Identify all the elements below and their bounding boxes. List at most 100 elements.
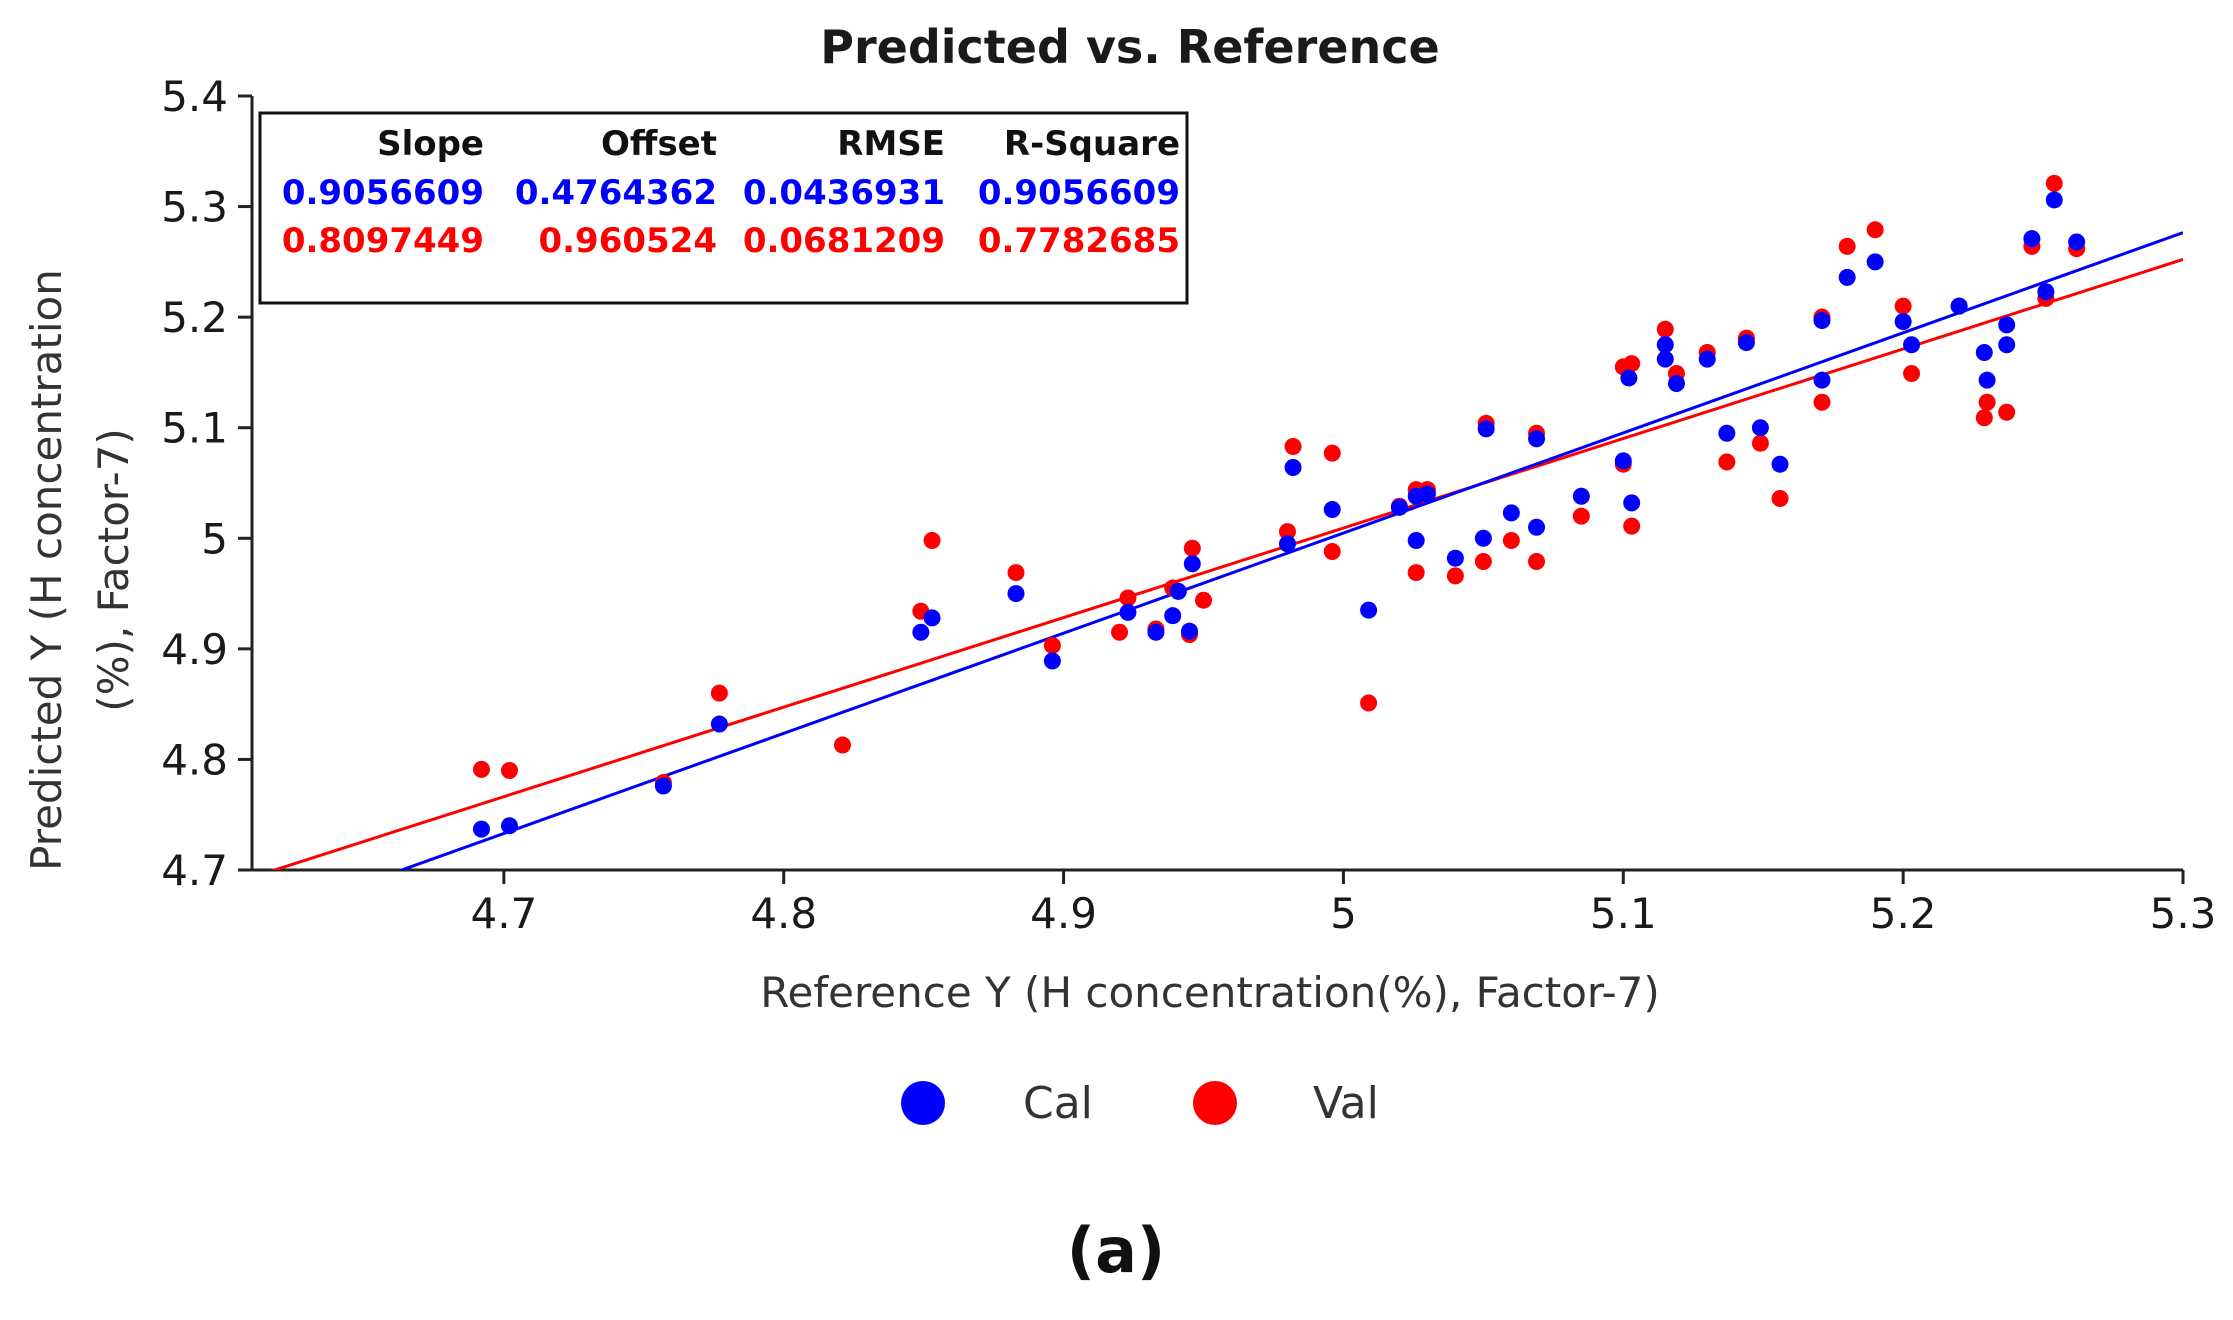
stats-header: R-Square (1004, 124, 1180, 164)
data-point-cal (1866, 253, 1884, 271)
data-point-val (1474, 553, 1492, 571)
data-point-val (833, 736, 851, 754)
data-point-cal (1323, 501, 1341, 519)
data-point-cal (654, 777, 672, 795)
data-point-cal (472, 820, 490, 838)
data-point-cal (1771, 455, 1789, 473)
data-point-cal (1656, 336, 1674, 354)
x-tick-label: 5 (1330, 889, 1357, 938)
data-point-val (1360, 694, 1378, 712)
data-point-val (1978, 393, 1996, 411)
data-point-cal (2037, 283, 2055, 301)
data-point-val (1718, 453, 1736, 471)
data-point-cal (1181, 622, 1199, 640)
data-point-cal (1528, 518, 1546, 536)
x-tick-label: 5.3 (2150, 889, 2217, 938)
data-point-val (1007, 564, 1025, 582)
y-axis-label-line-2: (%), Factor-7) (89, 428, 138, 712)
data-point-val (1195, 591, 1213, 609)
y-tick-label: 5.1 (161, 404, 228, 453)
data-point-val (1623, 355, 1641, 373)
data-point-val (472, 760, 490, 778)
data-point-cal (1007, 585, 1025, 603)
data-point-val (1998, 403, 2016, 421)
data-point-cal (1418, 485, 1436, 503)
data-point-cal (1474, 529, 1492, 547)
data-point-val (1894, 297, 1912, 315)
y-tick-label: 5.3 (161, 183, 228, 232)
data-point-cal (1838, 268, 1856, 286)
stats-table-box (258, 111, 1189, 305)
stats-value-cal: 0.0436931 (743, 173, 945, 213)
y-axis-label-line-1: Predicted Y (H concentration (22, 269, 71, 871)
data-point-cal (1813, 371, 1831, 389)
data-point-cal (1572, 487, 1590, 505)
data-point-val (1446, 567, 1464, 585)
y-tick-label: 5.2 (161, 293, 228, 342)
data-point-cal (1667, 374, 1685, 392)
data-point-val (1284, 438, 1302, 456)
data-point-cal (1894, 313, 1912, 331)
data-point-cal (912, 623, 930, 641)
data-point-cal (1998, 336, 2016, 354)
legend-label-cal: Cal (1023, 1078, 1093, 1129)
data-point-val (1656, 320, 1674, 338)
data-point-cal (1446, 549, 1464, 567)
data-point-val (1528, 553, 1546, 571)
data-point-val (1278, 523, 1296, 541)
data-point-cal (1998, 316, 2016, 334)
plot-area: 4.7 4.8 4.9 5 5.1 5.2 5.3 5.4 4.7 4.8 4.9 5 5.1 5.2 5.… (161, 72, 2216, 938)
legend-marker-val (1193, 1081, 1237, 1125)
data-point-cal (1278, 535, 1296, 553)
data-point-val (1323, 444, 1341, 462)
data-point-val (1323, 543, 1341, 561)
legend: Cal Val (901, 1078, 1379, 1129)
x-tick-label: 4.8 (750, 889, 817, 938)
y-tick-label: 5.4 (161, 72, 228, 121)
y-tick-label: 4.8 (161, 735, 228, 784)
data-point-cal (1620, 369, 1638, 387)
data-point-cal (1477, 420, 1495, 438)
stats-value-cal: 0.4764362 (515, 173, 717, 213)
data-point-cal (1903, 336, 1921, 354)
stats-value-val: 0.8097449 (282, 221, 484, 261)
data-point-val (1771, 489, 1789, 507)
data-point-cal (1164, 607, 1182, 625)
data-point-cal (1043, 652, 1061, 670)
data-point-cal (1813, 311, 1831, 329)
data-point-cal (2023, 230, 2041, 248)
legend-label-val: Val (1313, 1078, 1379, 1129)
data-point-val (1975, 409, 1993, 427)
data-point-cal (1978, 371, 1996, 389)
stats-header: Slope (377, 124, 484, 164)
data-point-cal (1614, 452, 1632, 470)
data-point-val (1838, 237, 1856, 255)
data-point-cal (1390, 498, 1408, 516)
data-point-cal (1623, 494, 1641, 512)
data-point-val (1813, 393, 1831, 411)
data-point-cal (710, 715, 728, 733)
chart-title: Predicted vs. Reference (820, 20, 1439, 74)
x-tick-label: 4.9 (1030, 889, 1097, 938)
x-tick-label: 5.2 (1870, 889, 1937, 938)
data-point-val (1502, 531, 1520, 549)
data-point-val (2045, 174, 2063, 192)
data-point-val (710, 684, 728, 702)
x-axis-label: Reference Y (H concentration(%), Factor-… (760, 968, 1660, 1017)
data-point-val (923, 531, 941, 549)
figure-caption: (a) (1067, 1214, 1166, 1287)
data-point-cal (1698, 350, 1716, 368)
data-point-cal (1975, 344, 1993, 362)
data-point-cal (2045, 191, 2063, 209)
data-point-cal (1407, 531, 1425, 549)
data-point-cal (1183, 555, 1201, 573)
data-point-cal (1119, 603, 1137, 621)
stats-value-val: 0.7782685 (978, 221, 1180, 261)
data-point-cal (2068, 233, 2086, 251)
data-point-cal (1502, 504, 1520, 522)
data-point-cal (1528, 430, 1546, 448)
stats-value-val: 0.960524 (538, 221, 717, 261)
data-point-cal (1147, 623, 1165, 641)
legend-marker-cal (901, 1081, 945, 1125)
